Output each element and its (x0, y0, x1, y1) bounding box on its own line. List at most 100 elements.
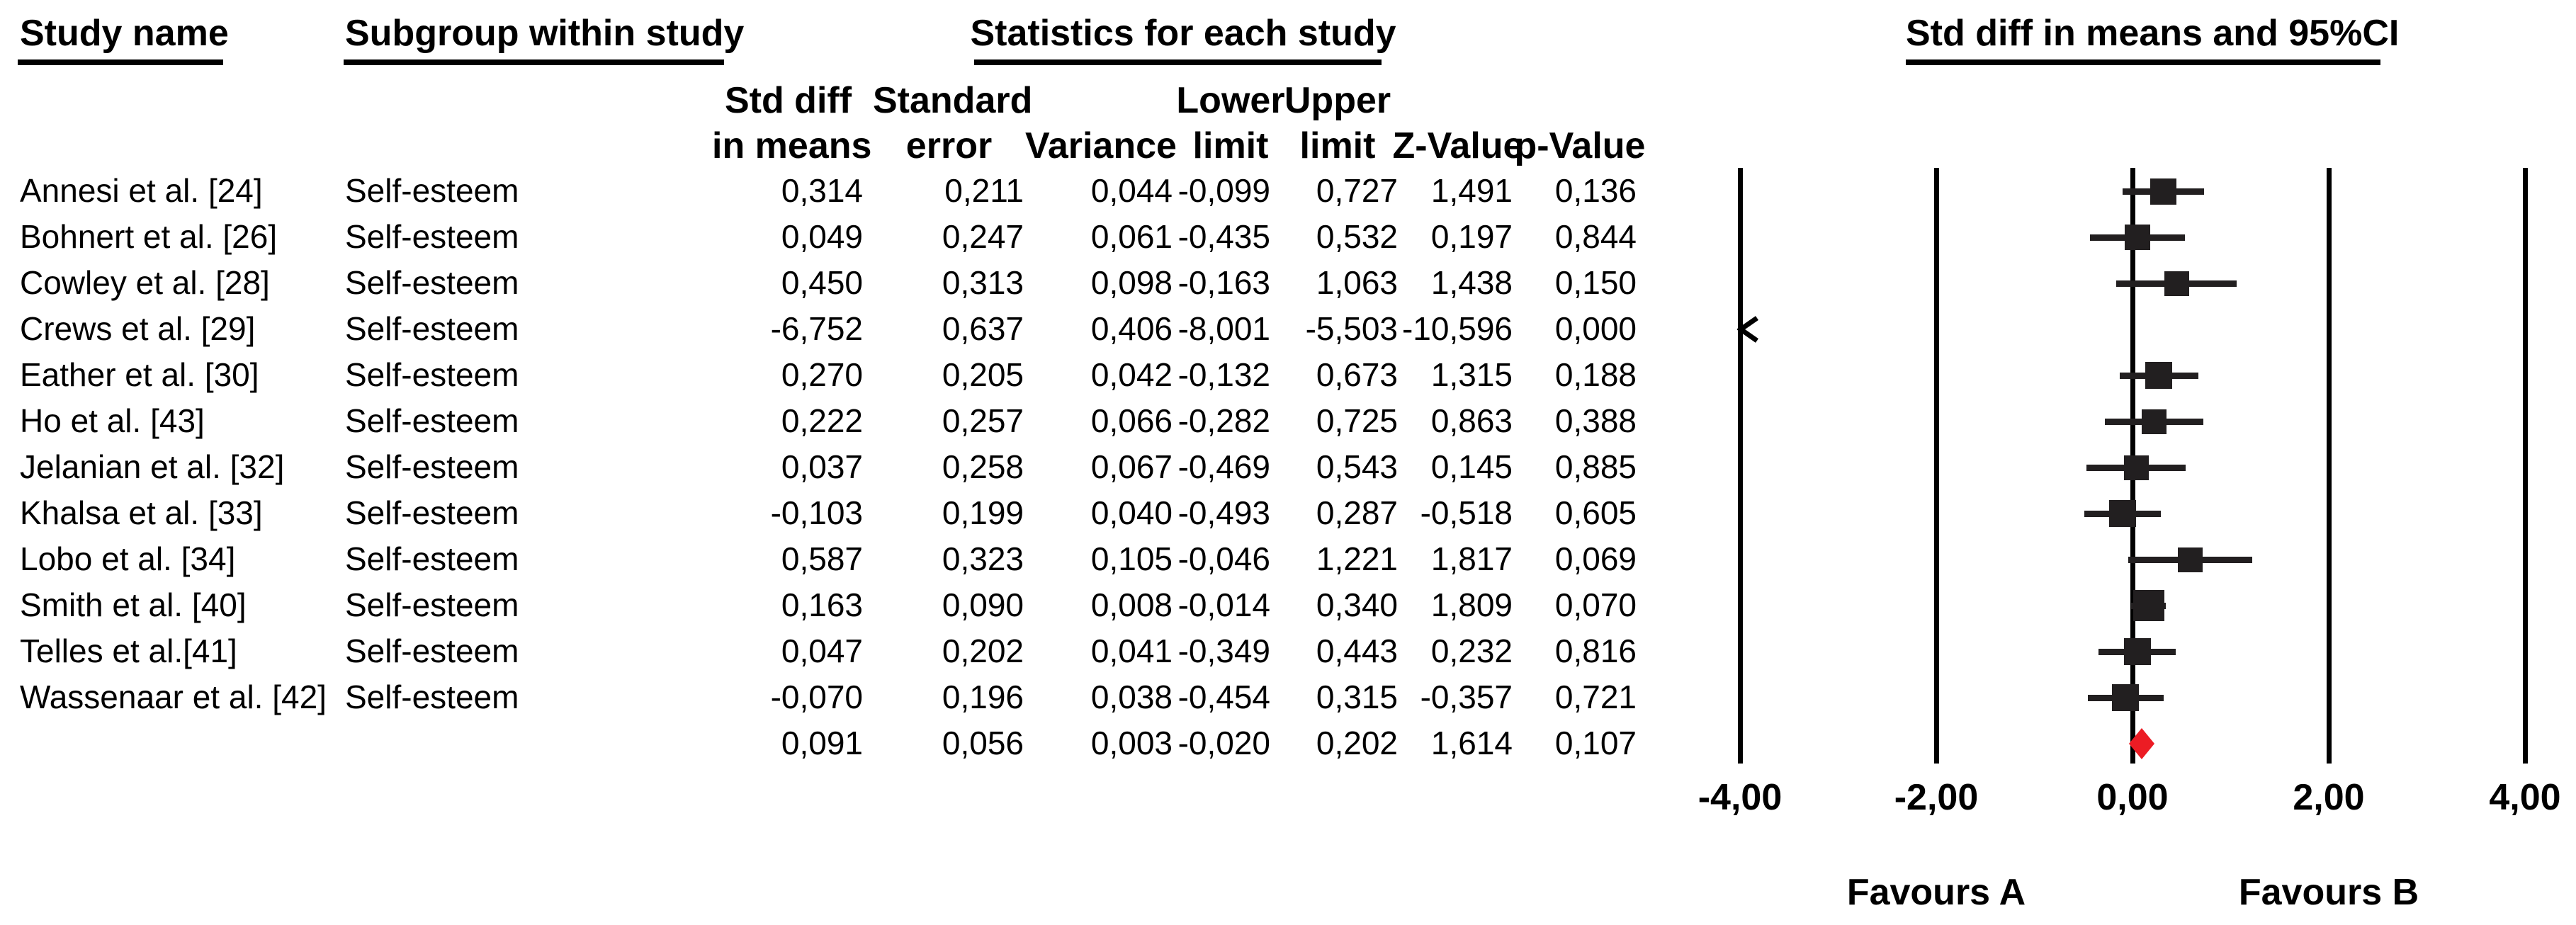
stat-value-cell: 0,605 (1554, 494, 1637, 531)
stat-value-cell: 0,450 (781, 264, 863, 301)
point-estimate-square (2123, 455, 2149, 480)
stat-column-header: Upper limit (1284, 80, 1391, 166)
off-scale-left-arrow-icon (1737, 316, 1758, 343)
stat-value-cell: 0,727 (1316, 172, 1398, 209)
underline-study-name (18, 59, 223, 65)
stat-value-cell: 0,047 (781, 632, 863, 669)
stat-value-cell: -0,046 (1177, 540, 1270, 577)
point-estimate-square (2177, 547, 2203, 572)
subgroup-cell: Self-esteem (345, 494, 519, 531)
stat-value-cell: 0,041 (1090, 632, 1173, 669)
stat-value-cell: 0,067 (1090, 448, 1173, 485)
subgroup-cell: Self-esteem (345, 540, 519, 577)
table-row: Lobo et al. [34] Self-esteem 0,587 0,323 0,1… (0, 536, 1700, 582)
stat-column-header: Variance (1025, 125, 1177, 166)
axis-tick-label: -2,00 (1894, 777, 1979, 818)
subgroup-cell: Self-esteem (345, 679, 519, 715)
stat-value-cell: 0,406 (1090, 310, 1173, 347)
stat-value-cell: 0,091 (781, 725, 863, 761)
table-row: 0,091 0,056 0,003 -0,020 0,202 1,614 0,107 (0, 720, 1700, 766)
point-estimate-square (2132, 590, 2164, 621)
stat-value-cell: 0,037 (781, 448, 863, 485)
stat-value-cell: 0,863 (1430, 402, 1513, 439)
underline-subgroup (344, 59, 724, 65)
favours-a-label: Favours A (1846, 872, 2026, 913)
stat-value-cell: -0,103 (770, 494, 863, 531)
stat-value-cell: 0,136 (1554, 172, 1637, 209)
table-row: Crews et al. [29] Self-esteem -6,752 0,637 0… (0, 306, 1700, 352)
stat-value-cell: 0,532 (1316, 218, 1398, 255)
stat-value-cell: 0,816 (1554, 632, 1637, 669)
table-row: Telles et al.[41] Self-esteem 0,047 0,202 0,… (0, 628, 1700, 674)
summary-diamond (2128, 728, 2154, 759)
column-title-subgroup: Subgroup within study (345, 13, 745, 54)
point-estimate-square (2123, 638, 2151, 665)
plot-title: Std diff in means and 95%CI (1906, 13, 2400, 54)
stat-value-cell: 0,196 (942, 679, 1024, 715)
point-estimate-square (2142, 409, 2167, 434)
stat-value-cell: 0,543 (1316, 448, 1398, 485)
stat-value-cell: 0,725 (1316, 402, 1398, 439)
stat-value-cell: -0,014 (1177, 586, 1270, 623)
study-name-cell: Smith et al. [40] (20, 586, 247, 623)
stat-value-cell: -0,099 (1177, 172, 1270, 209)
stat-value-cell: 1,809 (1430, 586, 1513, 623)
stat-value-cell: 0,315 (1316, 679, 1398, 715)
stat-value-cell: 1,221 (1316, 540, 1398, 577)
stat-value-cell: -0,282 (1177, 402, 1270, 439)
stat-value-cell: 1,438 (1430, 264, 1513, 301)
stat-value-cell: 0,105 (1090, 540, 1173, 577)
statistics-table: Annesi et al. [24] Self-esteem 0,314 0,211 0… (0, 168, 1700, 766)
stat-column-header: Z-Value (1392, 125, 1524, 166)
point-estimate-square (2145, 362, 2173, 389)
stat-value-cell: 0,098 (1090, 264, 1173, 301)
stat-value-cell: 0,044 (1090, 172, 1173, 209)
axis-tick-label: 0,00 (2096, 777, 2169, 818)
study-name-cell: Annesi et al. [24] (20, 172, 263, 209)
stat-value-cell: 0,069 (1554, 540, 1637, 577)
stat-value-cell: 0,287 (1316, 494, 1398, 531)
point-estimate-square (2164, 271, 2189, 296)
stat-value-cell: -0,435 (1177, 218, 1270, 255)
favours-b-label: Favours B (2238, 872, 2419, 913)
stat-value-cell: 0,150 (1554, 264, 1637, 301)
stat-value-cell: -6,752 (770, 310, 863, 347)
stat-value-cell: 0,056 (942, 725, 1024, 761)
stat-value-cell: -0,163 (1177, 264, 1270, 301)
stat-value-cell: 0,070 (1554, 586, 1637, 623)
study-name-cell: Lobo et al. [34] (20, 540, 236, 577)
stat-value-cell: -0,357 (1420, 679, 1513, 715)
subgroup-cell: Self-esteem (345, 632, 519, 669)
stat-value-cell: 0,061 (1090, 218, 1173, 255)
stat-value-cell: 0,257 (942, 402, 1024, 439)
point-estimate-square (2112, 684, 2140, 711)
stat-value-cell: -5,503 (1305, 310, 1398, 347)
stat-value-cell: -0,020 (1177, 725, 1270, 761)
stat-value-cell: -0,493 (1177, 494, 1270, 531)
stat-value-cell: 1,817 (1430, 540, 1513, 577)
stat-value-cell: 0,202 (942, 632, 1024, 669)
stat-value-cell: 1,491 (1430, 172, 1513, 209)
stat-value-cell: -0,469 (1177, 448, 1270, 485)
stat-value-cell: -0,454 (1177, 679, 1270, 715)
stat-value-cell: 0,844 (1554, 218, 1637, 255)
stat-value-cell: 0,443 (1316, 632, 1398, 669)
stat-value-cell: 0,090 (942, 586, 1024, 623)
subgroup-cell: Self-esteem (345, 586, 519, 623)
axis-gridline (1737, 168, 1743, 764)
study-name-cell: Wassenaar et al. [42] (20, 679, 327, 715)
stat-column-header: Standard error (873, 80, 1033, 166)
stat-value-cell: 1,315 (1430, 356, 1513, 393)
axis-tick-label: 2,00 (2293, 777, 2365, 818)
stat-value-cell: 0,202 (1316, 725, 1398, 761)
stat-value-cell: 1,063 (1316, 264, 1398, 301)
stat-value-cell: 0,188 (1554, 356, 1637, 393)
stat-value-cell: 0,222 (781, 402, 863, 439)
axis-tick-label: 4,00 (2489, 777, 2561, 818)
stat-column-header: p-Value (1514, 125, 1646, 166)
study-name-cell: Crews et al. [29] (20, 310, 256, 347)
point-estimate-square (2150, 178, 2176, 205)
axis-gridline (2326, 168, 2332, 764)
stat-value-cell: 0,270 (781, 356, 863, 393)
